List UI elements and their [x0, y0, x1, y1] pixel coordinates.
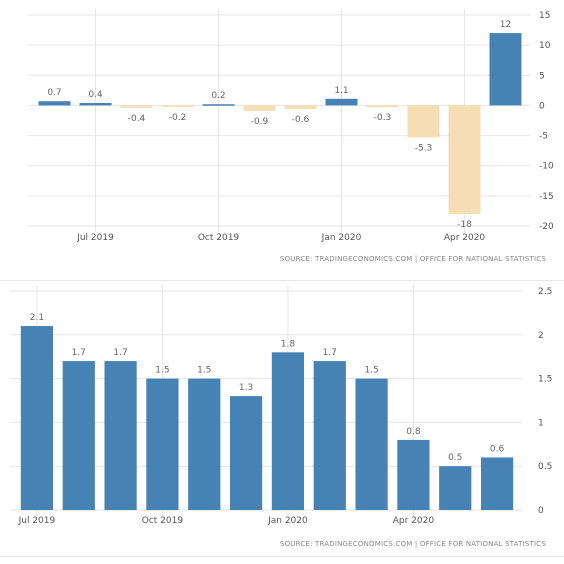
data-label: -0.9 — [251, 117, 269, 127]
data-label: 1.5 — [197, 366, 211, 376]
data-label: 0.5 — [448, 453, 462, 463]
source-note: SOURCE: TRADINGECONOMICS.COM | OFFICE FO… — [280, 540, 546, 548]
data-labels: 2.1 1.7 1.7 1.5 1.5 1.3 1.8 1.7 1.5 0.8 0.5 0.6 — [30, 313, 505, 463]
data-label: -0.4 — [128, 114, 146, 124]
bar-jul-2019 — [79, 103, 112, 106]
data-label: 1.1 — [334, 86, 348, 96]
x-axis: Jul 2019 Oct 2019 Jan 2020 Apr 2020 — [76, 233, 485, 243]
data-label: 0.7 — [47, 88, 61, 98]
bottom-divider — [0, 556, 564, 557]
data-label: 1.7 — [323, 348, 337, 358]
bar-mar-2020 — [355, 378, 388, 510]
bar-feb-2020 — [366, 105, 399, 108]
bar-oct-2019 — [146, 378, 179, 510]
bar-feb-2020 — [313, 361, 346, 510]
data-label: 0.2 — [211, 91, 225, 101]
bars — [38, 33, 522, 214]
y-tick-label: 2 — [538, 331, 544, 341]
y-tick-label: 15 — [539, 11, 550, 21]
bar-jun-2020 — [480, 457, 514, 510]
x-tick-label: Apr 2020 — [444, 233, 486, 243]
x-tick-label: Apr 2020 — [393, 516, 435, 526]
bar-oct-2019 — [202, 104, 235, 106]
y-tick-label: -20 — [539, 222, 554, 232]
data-label: 1.5 — [364, 366, 378, 376]
x-tick-label: Jan 2020 — [267, 516, 308, 526]
x-tick-label: Jul 2019 — [76, 233, 114, 243]
bar-jul-2019 — [20, 326, 54, 510]
bar-dec-2019 — [284, 105, 317, 110]
x-tick-label: Oct 2019 — [142, 516, 184, 526]
y-axis: 2.5 2 1.5 1 0.5 0 — [538, 287, 552, 516]
data-label: -5.3 — [415, 143, 433, 153]
data-label: 1.8 — [281, 339, 296, 349]
bar-mar-2020 — [407, 105, 440, 138]
data-label: 0.8 — [406, 427, 421, 437]
y-tick-label: 5 — [539, 71, 545, 81]
grid-lines — [28, 9, 530, 232]
y-tick-label: 0 — [539, 101, 545, 111]
data-label: 1.3 — [239, 383, 253, 393]
data-label: -0.3 — [374, 113, 392, 123]
y-tick-label: 2.5 — [538, 287, 552, 297]
data-label: -18 — [457, 220, 472, 230]
bar-sep-2019 — [104, 361, 137, 510]
bars — [20, 326, 514, 510]
y-tick-label: -10 — [539, 162, 554, 172]
bar-nov-2019 — [188, 378, 221, 510]
y-tick-label: 0 — [538, 506, 544, 516]
y-tick-label: 10 — [539, 41, 551, 51]
bar-aug-2019 — [120, 105, 153, 108]
bar-dec-2019 — [229, 396, 263, 510]
y-tick-label: 0.5 — [538, 462, 552, 472]
data-label: 2.1 — [30, 313, 44, 323]
yearly-rate-bar-chart: 2.1 1.7 1.7 1.5 1.5 1.3 1.8 1.7 1.5 0.8 0.5 0.6 2.5… — [10, 285, 552, 548]
bar-aug-2019 — [62, 361, 95, 510]
data-labels: 0.7 0.4 -0.4 -0.2 0.2 -0.9 -0.6 1.1 -0.3 -5.3 -18 1… — [47, 20, 511, 230]
x-tick-label: Oct 2019 — [198, 233, 240, 243]
bar-sep-2019 — [161, 105, 194, 107]
data-label: 12 — [500, 20, 511, 30]
data-label: -0.2 — [169, 113, 187, 123]
data-label: 1.7 — [113, 348, 127, 358]
monthly-change-bar-chart: 0.7 0.4 -0.4 -0.2 0.2 -0.9 -0.6 1.1 -0.3 -5.3 -18 1… — [28, 9, 554, 263]
x-tick-label: Jul 2019 — [18, 516, 56, 526]
y-tick-label: -15 — [539, 192, 554, 202]
y-tick-label: 1.5 — [538, 375, 552, 385]
data-label: 0.4 — [88, 90, 103, 100]
bar-nov-2019 — [243, 105, 276, 111]
y-axis: 15 10 5 0 -5 -10 -15 -20 — [539, 11, 554, 232]
data-label: 0.6 — [490, 444, 505, 454]
bar-may-2020 — [439, 466, 472, 510]
y-tick-label: -5 — [539, 132, 548, 142]
bar-apr-2020 — [397, 439, 430, 510]
bar-jan-2020 — [325, 98, 358, 106]
bar-jun-2019 — [38, 101, 71, 106]
data-label: -0.6 — [292, 115, 310, 125]
x-axis: Jul 2019 Oct 2019 Jan 2020 Apr 2020 — [18, 516, 435, 526]
chart-divider — [0, 280, 564, 281]
data-label: 1.5 — [155, 366, 169, 376]
bar-apr-2020 — [448, 105, 481, 214]
source-note: SOURCE: TRADINGECONOMICS.COM | OFFICE FO… — [280, 255, 546, 263]
data-label: 1.7 — [72, 348, 86, 358]
y-tick-label: 1 — [538, 418, 544, 428]
bar-jan-2020 — [271, 352, 305, 510]
x-tick-label: Jan 2020 — [321, 233, 362, 243]
bar-may-2020 — [489, 33, 522, 106]
